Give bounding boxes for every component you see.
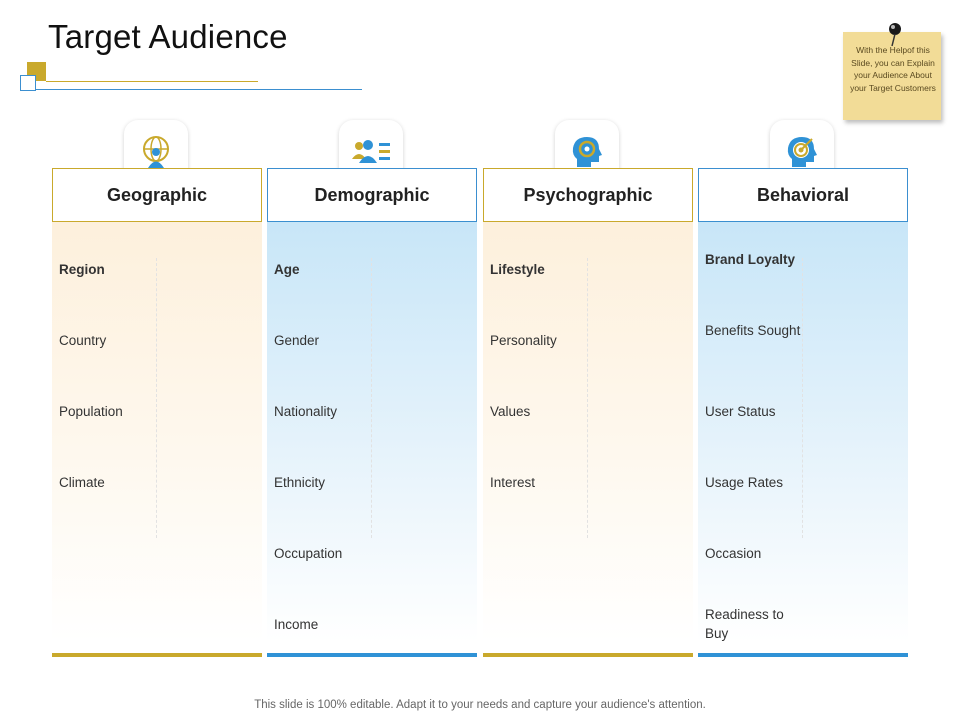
list-item: Nationality xyxy=(274,404,338,419)
page-title: Target Audience xyxy=(48,18,288,55)
footer-text: This slide is 100% editable. Adapt it to… xyxy=(254,699,706,711)
list-item: Benefits Sought xyxy=(705,323,801,338)
column-divider xyxy=(587,258,588,538)
column-heading: Demographic xyxy=(267,168,477,222)
list-item: Brand Loyalty xyxy=(705,252,796,267)
column-bottom-bar xyxy=(52,653,262,657)
column-geographic: Geographic Region Country Population Cli… xyxy=(52,120,262,658)
list-item: Occasion xyxy=(705,546,762,561)
list-item: Ethnicity xyxy=(274,475,326,490)
list-item: Income xyxy=(274,617,319,632)
column-background xyxy=(52,222,262,642)
column-heading: Behavioral xyxy=(698,168,908,222)
list-item: Age xyxy=(274,262,300,277)
column-background xyxy=(698,222,908,642)
column-demographic: Demographic Age Gender Nationality Ethni… xyxy=(267,120,477,658)
column-bottom-bar xyxy=(483,653,693,657)
column-heading: Psychographic xyxy=(483,168,693,222)
list-item: Readiness to Buy xyxy=(705,607,784,641)
column-background xyxy=(267,222,477,642)
list-item: Occupation xyxy=(274,546,343,561)
list-item: User Status xyxy=(705,404,776,419)
column-divider xyxy=(156,258,157,538)
sticky-note-text: With the Helpof this Slide, you can Expl… xyxy=(850,45,936,93)
list-item: Climate xyxy=(59,475,105,490)
column-behavioral: Behavioral Brand Loyalty Benefits Sought… xyxy=(698,120,908,658)
list-item: Country xyxy=(59,333,107,348)
list-item: Population xyxy=(59,404,123,419)
list-item: Usage Rates xyxy=(705,475,784,490)
pushpin-icon xyxy=(889,23,901,47)
list-item: Lifestyle xyxy=(490,262,545,277)
list-item: Gender xyxy=(274,333,320,348)
list-item: Personality xyxy=(490,333,557,348)
list-item: Interest xyxy=(490,475,536,490)
column-psychographic: Psychographic Lifestyle Personality Valu… xyxy=(483,120,693,658)
list-item: Region xyxy=(59,262,105,277)
title-decoration-outline-square xyxy=(20,75,36,91)
sticky-note: With the Helpof this Slide, you can Expl… xyxy=(843,32,941,120)
column-divider xyxy=(802,258,803,538)
column-bottom-bar xyxy=(267,653,477,657)
column-bottom-bar xyxy=(698,653,908,657)
list-item: Values xyxy=(490,404,531,419)
title-underline-blue xyxy=(35,89,362,90)
column-heading: Geographic xyxy=(52,168,262,222)
column-background xyxy=(483,222,693,642)
column-divider xyxy=(371,258,372,538)
title-underline-gold xyxy=(46,81,258,82)
